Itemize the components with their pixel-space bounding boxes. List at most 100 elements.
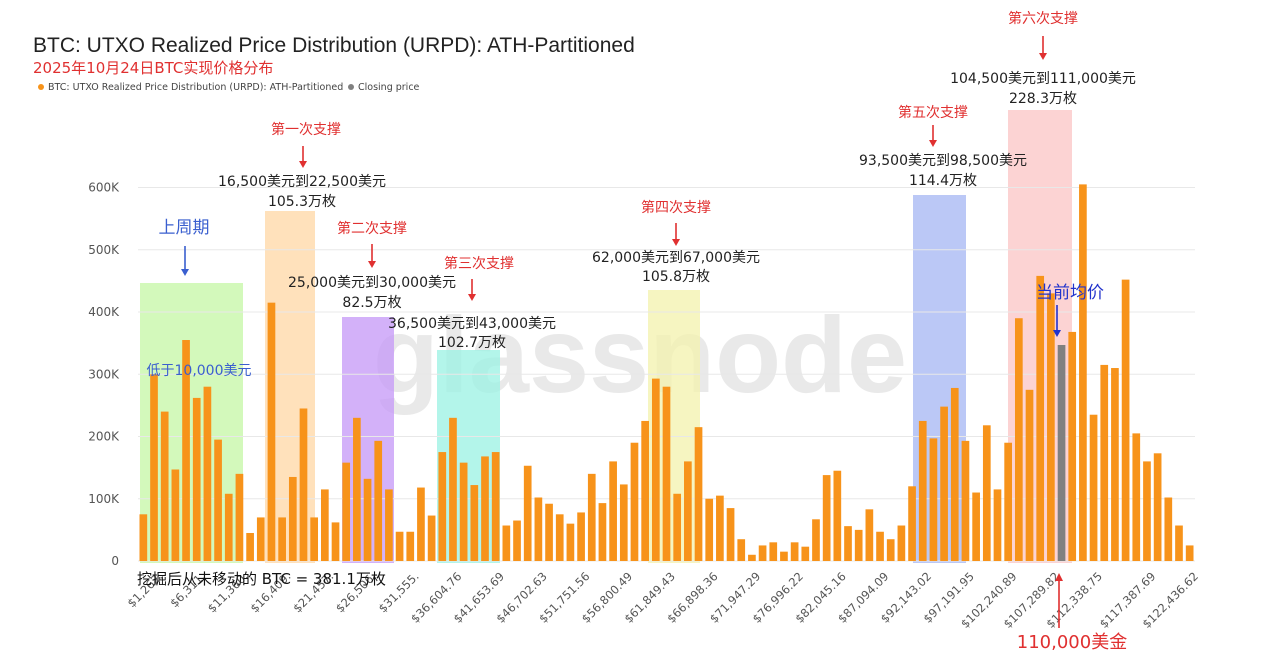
bar bbox=[940, 406, 948, 561]
zone-title-support-5: 第五次支撑 bbox=[898, 104, 968, 121]
bar bbox=[256, 517, 265, 561]
y-tick-label: 400K bbox=[88, 305, 120, 319]
bar bbox=[224, 493, 233, 561]
zone-range-support-4: 62,000美元到67,000美元 bbox=[592, 250, 760, 266]
chart-subtitle: 2025年10月24日BTC实现价格分布 bbox=[33, 59, 273, 77]
zone-arrow-support-6-head bbox=[1039, 53, 1047, 60]
bar bbox=[844, 526, 852, 561]
bar bbox=[780, 551, 788, 561]
bar bbox=[1047, 293, 1055, 561]
bar bbox=[1089, 414, 1098, 561]
bar bbox=[374, 440, 383, 561]
zone-title-below-10k: 上周期 bbox=[159, 218, 210, 238]
zone-title-support-2: 第二次支撑 bbox=[337, 220, 407, 237]
y-tick-label: 100K bbox=[88, 492, 120, 506]
bar bbox=[1164, 497, 1173, 561]
bar bbox=[822, 475, 831, 561]
zone-arrow-below-10k-head bbox=[181, 269, 189, 276]
bar bbox=[310, 517, 319, 561]
bar bbox=[993, 489, 1002, 561]
bar bbox=[1079, 184, 1087, 561]
bar bbox=[331, 522, 340, 561]
bar bbox=[502, 525, 511, 561]
zone-range-support-2: 25,000美元到30,000美元 bbox=[288, 275, 456, 291]
bar bbox=[982, 425, 991, 561]
bar bbox=[1143, 461, 1151, 561]
y-tick-label: 200K bbox=[88, 430, 120, 444]
bar bbox=[1175, 525, 1183, 561]
bar bbox=[395, 531, 404, 561]
zone-amount-support-5: 114.4万枚 bbox=[909, 173, 977, 189]
bar bbox=[385, 489, 393, 561]
bar bbox=[748, 554, 756, 561]
zone-arrow-support-2-head bbox=[368, 261, 376, 268]
zone-title-support-3: 第三次支撑 bbox=[444, 255, 514, 272]
zone-title-support-6: 第六次支撑 bbox=[1008, 10, 1078, 27]
bar bbox=[523, 465, 532, 561]
bar bbox=[833, 470, 842, 561]
zone-arrow-support-4-head bbox=[672, 239, 680, 246]
bar bbox=[481, 456, 489, 561]
legend-label-urpd: BTC: UTXO Realized Price Distribution (U… bbox=[48, 82, 343, 93]
bar bbox=[299, 408, 308, 561]
zone-range-below-10k: 低于10,000美元 bbox=[147, 363, 252, 379]
current-average-arrow-head bbox=[1053, 330, 1061, 337]
legend-swatch-closing-price bbox=[348, 84, 354, 90]
bar bbox=[758, 545, 767, 561]
bar bbox=[214, 439, 222, 561]
bar bbox=[470, 485, 479, 561]
zone-amount-support-2: 82.5万枚 bbox=[342, 295, 401, 311]
bar bbox=[950, 387, 959, 561]
zone-arrow-support-1-head bbox=[299, 161, 307, 168]
bar bbox=[278, 517, 286, 561]
bar bbox=[801, 546, 810, 561]
bar bbox=[1100, 364, 1109, 561]
bar bbox=[363, 478, 372, 561]
bar bbox=[662, 386, 671, 561]
bar bbox=[491, 452, 500, 561]
y-tick-label: 500K bbox=[88, 243, 120, 257]
bar bbox=[1036, 275, 1045, 561]
bar bbox=[619, 484, 628, 561]
bar bbox=[918, 420, 927, 561]
y-tick-label: 0 bbox=[111, 554, 119, 568]
zone-range-support-3: 36,500美元到43,000美元 bbox=[388, 316, 556, 332]
bar bbox=[1153, 453, 1162, 561]
bar bbox=[566, 523, 575, 561]
zone-arrow-support-5-head bbox=[929, 140, 937, 147]
bar bbox=[192, 397, 201, 561]
bar bbox=[1121, 279, 1130, 561]
unmoved-btc-note: 挖掘后从未移动的 BTC = 381.1万枚 bbox=[137, 570, 386, 588]
legend-label-closing-price: Closing price bbox=[358, 82, 420, 93]
zone-range-support-6: 104,500美元到111,000美元 bbox=[950, 71, 1136, 87]
closing-price-bar bbox=[1057, 344, 1066, 561]
bar bbox=[694, 427, 703, 561]
bar bbox=[1014, 318, 1023, 561]
current-average-price-label: 当前均价 bbox=[1036, 283, 1104, 303]
zone-range-support-5: 93,500美元到98,500美元 bbox=[859, 153, 1027, 169]
bar bbox=[513, 520, 521, 561]
bar bbox=[684, 461, 692, 561]
zone-amount-support-6: 228.3万枚 bbox=[1009, 91, 1077, 107]
bar bbox=[737, 539, 746, 561]
bar bbox=[651, 378, 660, 561]
bar bbox=[1068, 331, 1077, 561]
bar bbox=[587, 473, 596, 561]
bar bbox=[449, 417, 457, 561]
bar bbox=[961, 440, 970, 561]
bar bbox=[406, 531, 415, 561]
zone-amount-support-3: 102.7万枚 bbox=[438, 335, 506, 351]
bar bbox=[182, 340, 190, 561]
zone-amount-support-4: 105.8万枚 bbox=[642, 269, 710, 285]
bar bbox=[417, 487, 425, 561]
bar bbox=[790, 542, 799, 561]
bar bbox=[342, 462, 351, 561]
bar bbox=[150, 374, 158, 561]
bar bbox=[203, 386, 212, 561]
y-tick-label: 300K bbox=[88, 367, 120, 381]
zone-range-support-1: 16,500美元到22,500美元 bbox=[218, 174, 386, 190]
bar bbox=[705, 498, 714, 561]
bar bbox=[630, 442, 639, 561]
